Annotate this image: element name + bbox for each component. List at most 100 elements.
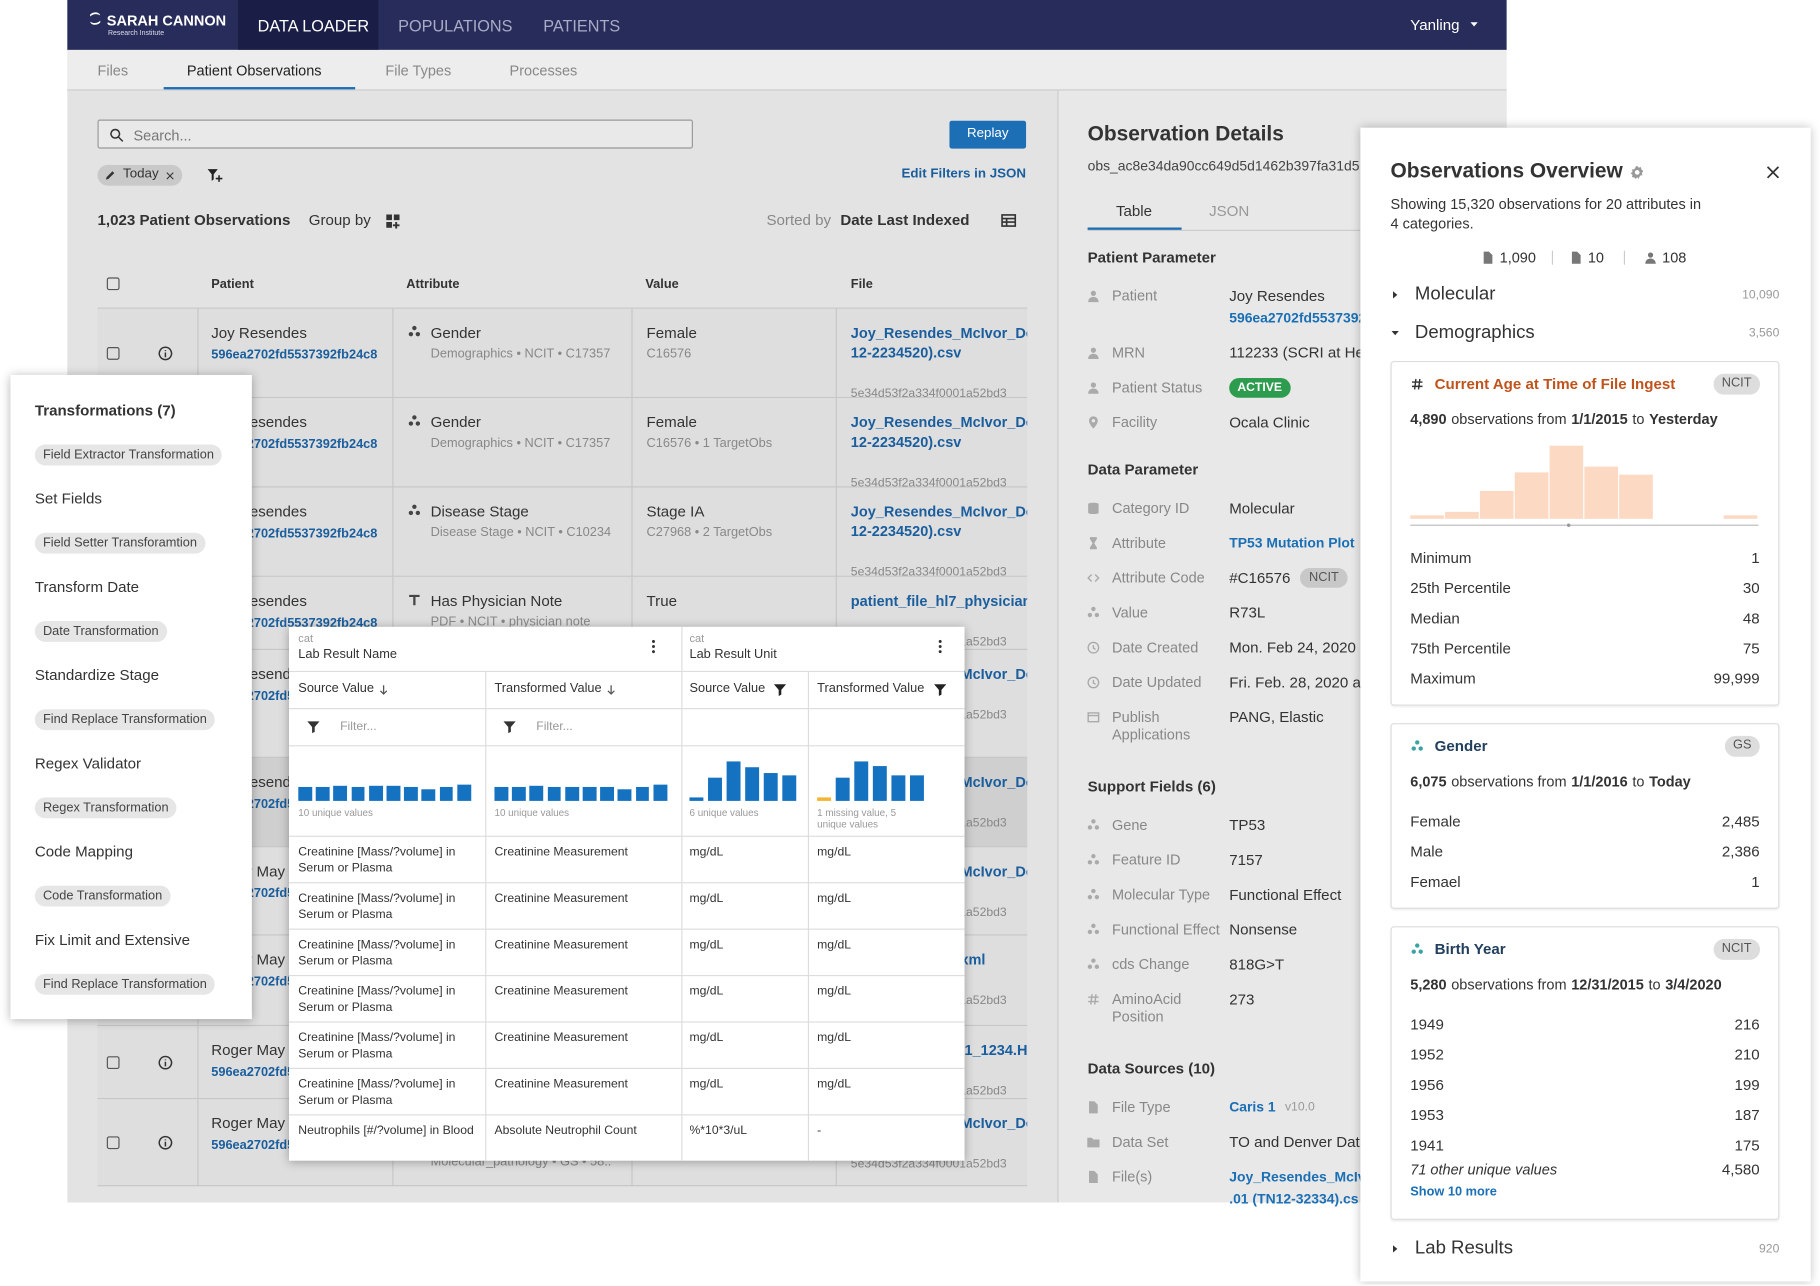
value-text: TP53 xyxy=(1229,816,1266,834)
column-header: File xyxy=(850,277,873,292)
transformation-chip: Date Transformation xyxy=(34,620,167,642)
person-icon xyxy=(1088,347,1099,359)
category-count: 10,090 xyxy=(1742,287,1780,302)
transformation-label: Standardize Stage xyxy=(34,666,159,684)
icon-shape xyxy=(1483,251,1493,264)
icon-shape xyxy=(1393,1245,1398,1253)
tri-icon xyxy=(408,415,421,426)
column-divider xyxy=(392,576,394,650)
value-link: Caris 1 xyxy=(1229,1098,1276,1116)
stat-value: 1 xyxy=(1751,873,1760,891)
histogram-bar xyxy=(1514,472,1549,519)
filterplus-icon xyxy=(207,169,223,182)
stat-separator xyxy=(1551,250,1554,265)
table-row xyxy=(97,308,1028,399)
patient-id: 596ea2702fd5537392fb24c8 xyxy=(211,527,378,542)
histogram-bar xyxy=(817,797,832,801)
value-text: 273 xyxy=(1229,990,1255,1008)
value-meta: C16576 • 1 TargetObs xyxy=(646,436,773,451)
transformation-label: Fix Limit and Extensive xyxy=(34,931,190,949)
filter-chip-label: Today xyxy=(123,167,159,182)
histogram-bar xyxy=(1549,445,1584,519)
folder-icon xyxy=(1087,1137,1100,1148)
tri-icon xyxy=(1087,606,1100,618)
nav-item: DATA LOADER xyxy=(257,15,370,35)
histogram-bar xyxy=(457,784,471,801)
group-divider xyxy=(681,626,683,671)
value-text: 818G>T xyxy=(1229,955,1285,973)
value-link: Joy_Resendes_McIv xyxy=(1229,1168,1366,1185)
icon-shape xyxy=(773,684,787,696)
histogram-bar xyxy=(333,785,348,801)
icon-shape xyxy=(157,1055,172,1070)
file-icon xyxy=(1483,251,1493,264)
field-label: Value xyxy=(1111,604,1149,621)
stat-label: 1953 xyxy=(1410,1106,1444,1124)
row-line xyxy=(289,1114,965,1116)
group-by: Group by xyxy=(308,211,371,229)
subtitle-part: 1/1/2016 xyxy=(1571,773,1628,790)
field-label: Category ID xyxy=(1111,499,1190,516)
value: Female xyxy=(646,413,697,431)
histogram-bar xyxy=(872,766,888,801)
subtitle-part: to xyxy=(1648,976,1661,993)
icon-shape xyxy=(1630,165,1643,179)
more-value: 4,580 xyxy=(1721,1160,1760,1179)
transformations-title: Transformations (7) xyxy=(34,401,176,420)
value-text: Nonsense xyxy=(1229,920,1298,939)
cell: mg/dL xyxy=(689,984,724,999)
icon-shape xyxy=(1087,923,1100,935)
attribute: Disease Stage xyxy=(430,502,529,521)
icon-shape xyxy=(606,684,615,695)
field-label: Molecular Type xyxy=(1111,886,1211,903)
transformation-chip: Find Replace Transformation xyxy=(34,709,216,731)
cell: mg/dL xyxy=(817,937,852,952)
icon-shape xyxy=(1089,1170,1098,1184)
replay-button xyxy=(949,120,1027,149)
icon-shape xyxy=(1571,251,1581,264)
column-divider xyxy=(631,487,633,577)
transformation-label: Transform Date xyxy=(34,578,140,596)
value-meta: C27968 • 2 TargetObs xyxy=(646,526,773,541)
value-link: TP53 Mutation Plot xyxy=(1229,534,1355,552)
column-header: Patient xyxy=(211,277,254,292)
value-text: 7157 xyxy=(1229,851,1263,869)
tab-underline xyxy=(163,87,356,90)
icon-shape xyxy=(379,684,387,695)
field-label: Gene xyxy=(1111,816,1148,833)
show-more-link[interactable]: Show 10 more xyxy=(1410,1185,1497,1200)
histogram-bar xyxy=(386,785,401,801)
category-name: Lab Results xyxy=(1414,1238,1513,1259)
card-subtitle: 6,075 observations from 1/1/2016 to Today xyxy=(1410,774,1690,791)
value-meta: C16576 xyxy=(646,347,692,362)
icon-shape xyxy=(1087,574,1100,583)
subtitle-part: observations from xyxy=(1451,976,1567,993)
cell: mg/dL xyxy=(689,891,724,906)
column-divider xyxy=(392,487,394,577)
details-tab-underline xyxy=(1087,227,1182,230)
summary-card xyxy=(1390,723,1780,909)
icon-shape xyxy=(157,1135,172,1150)
icon-shape xyxy=(90,12,101,25)
histogram-caption: 1 missing value, 5 unique values xyxy=(817,806,897,831)
subtitle-part: observations from xyxy=(1451,773,1567,790)
subtitle-part: Today xyxy=(1649,773,1691,790)
icon-shape xyxy=(1088,347,1099,359)
category-count: 3,560 xyxy=(1748,325,1780,340)
cell: mg/dL xyxy=(689,1077,724,1092)
group-kind: cat xyxy=(298,632,314,646)
file-name: 12-2234520).csv xyxy=(850,344,962,361)
subtitle-part: 5,280 xyxy=(1410,976,1447,993)
histogram-bar xyxy=(421,789,436,801)
stat-label: Median xyxy=(1410,609,1460,628)
funnel-icon xyxy=(307,721,320,734)
tab: Files xyxy=(97,62,129,79)
cell: mg/dL xyxy=(817,891,852,906)
icon-shape xyxy=(1001,214,1017,227)
field-value: TP53 xyxy=(1229,816,1265,834)
field-label: AminoAcid Position xyxy=(1111,990,1182,1025)
histogram-bar xyxy=(909,775,925,801)
gear-icon xyxy=(1630,165,1643,179)
icon-shape xyxy=(938,639,942,654)
funnel-icon xyxy=(773,684,787,696)
